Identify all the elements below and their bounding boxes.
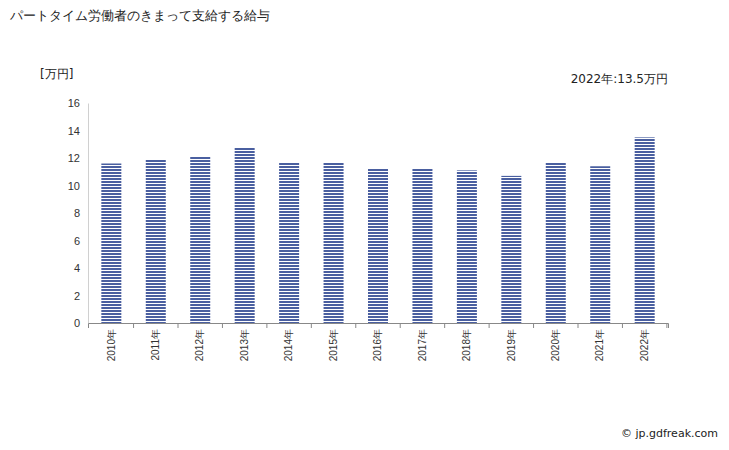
x-tick: 2017年 [417, 323, 445, 361]
y-tick-label: 6 [74, 235, 80, 247]
y-tick: 0 [74, 317, 88, 329]
x-tick: 2013年 [239, 323, 267, 361]
x-tick-label: 2018年 [461, 329, 472, 361]
x-tick-label: 2019年 [506, 329, 517, 361]
x-tick-label: 2020年 [550, 329, 561, 361]
y-tick: 14 [68, 125, 88, 137]
bar [368, 169, 388, 323]
x-tick-mark [178, 323, 179, 328]
y-tick-label: 8 [74, 207, 80, 219]
bars [101, 137, 654, 323]
x-tick: 2022年 [639, 323, 667, 361]
y-tick: 2 [74, 290, 88, 302]
x-tick-label: 2015年 [328, 329, 339, 361]
chart: パートタイム労働者のきまって支給する給与 [万円] 2022年:13.5万円 © jp… [0, 0, 729, 450]
bar [546, 162, 566, 323]
y-tick: 12 [68, 152, 88, 164]
x-tick-mark [489, 323, 490, 328]
y-tick-label: 16 [68, 97, 80, 109]
x-tick-mark [578, 323, 579, 328]
y-tick-label: 2 [74, 290, 80, 302]
y-tick-label: 4 [74, 262, 80, 274]
x-axis-line [89, 324, 669, 329]
y-tick: 8 [74, 207, 88, 219]
x-tick-mark [266, 323, 267, 328]
bar [457, 170, 477, 323]
x-tick-mark [622, 323, 623, 328]
x-tick: 2010年 [106, 323, 134, 361]
bar [501, 176, 521, 323]
y-tick: 10 [68, 180, 88, 192]
x-tick-mark [666, 323, 667, 328]
x-tick: 2011年 [150, 323, 178, 361]
bar [412, 169, 432, 323]
plot: 02468101214162010年2011年2012年2013年2014年20… [68, 97, 669, 361]
bar [279, 162, 299, 323]
bar [324, 162, 344, 323]
x-tick: 2016年 [372, 323, 400, 361]
x-tick-label: 2014年 [283, 329, 294, 361]
x-tick-mark [533, 323, 534, 328]
x-tick: 2015年 [328, 323, 356, 361]
y-axis-label: [万円] [40, 67, 73, 81]
annotation: 2022年:13.5万円 [571, 72, 668, 86]
x-tick-label: 2011年 [150, 329, 161, 361]
x-tick-mark [311, 323, 312, 328]
x-tick-label: 2013年 [239, 329, 250, 361]
x-tick-mark [355, 323, 356, 328]
x-tick-label: 2017年 [417, 329, 428, 361]
x-tick-label: 2010年 [106, 329, 117, 361]
y-tick: 6 [74, 235, 88, 247]
x-tick-label: 2022年 [639, 329, 650, 361]
bar [190, 157, 210, 323]
x-axis: 2010年 2011年 2012年 2013年 2014年 2015年 2016年 2017年… [89, 323, 669, 361]
x-tick-label: 2012年 [194, 329, 205, 361]
y-axis-line [88, 104, 89, 324]
bar [235, 147, 255, 323]
x-tick: 2018年 [461, 323, 489, 361]
title: パートタイム労働者のきまって支給する給与 [9, 8, 270, 23]
bar [635, 137, 655, 323]
y-tick-label: 0 [74, 317, 80, 329]
y-axis: 0 2 4 6 8 10 12 14 16 [68, 97, 89, 329]
x-tick: 2019年 [506, 323, 534, 361]
bar [146, 159, 166, 323]
y-tick: 4 [74, 262, 88, 274]
y-tick-label: 14 [68, 125, 80, 137]
x-tick: 2021年 [594, 323, 622, 361]
y-tick-label: 10 [68, 180, 80, 192]
y-tick-label: 12 [68, 152, 80, 164]
x-tick-mark [222, 323, 223, 328]
x-tick: 2014年 [283, 323, 311, 361]
source: © jp.gdfreak.com [621, 427, 718, 440]
x-tick-label: 2021年 [594, 329, 605, 361]
x-tick: 2012年 [194, 323, 222, 361]
x-tick-mark [400, 323, 401, 328]
x-tick-mark [133, 323, 134, 328]
y-tick: 16 [68, 97, 88, 109]
x-tick-mark [444, 323, 445, 328]
x-tick-label: 2016年 [372, 329, 383, 361]
bar [101, 164, 121, 324]
bar [590, 166, 610, 323]
x-tick: 2020年 [550, 323, 578, 361]
